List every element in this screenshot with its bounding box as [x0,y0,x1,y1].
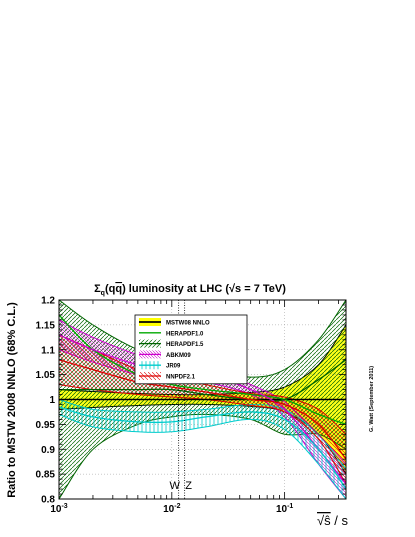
x-tick-label-2: 10-1 [276,503,293,515]
y-tick-label-5: 1.05 [36,370,56,381]
legend-label-mstw08-nnlo: MSTW08 NNLO [166,321,210,327]
y-tick-label-8: 1.2 [41,296,55,307]
band-lower-jr09 [59,413,346,499]
legend-label-herapdf1-0: HERAPDF1.0 [166,331,204,337]
series-line-nnpdf2-1 [59,359,346,460]
band-upper-nnpdf2-1 [59,334,346,435]
x-axis: 10-3 10-2 10-1 [50,300,339,515]
legend-label-herapdf1-5: HERAPDF1.5 [166,342,204,348]
y-tick-label-6: 1.1 [41,345,55,356]
series-line-herapdf1-0 [59,314,346,426]
y-axis: 0.8 0.85 0.9 0.95 1 1.05 1.1 1.15 1.2 [36,296,346,506]
y-axis-label: Ratio to MSTW 2008 NNLO (68% C.L.) [6,302,18,498]
y-tick-label-7: 1.15 [36,320,56,331]
legend-label-nnpdf2-1: NNPDF2.1 [166,375,196,381]
legend-label-jr09: JR09 [166,364,181,370]
band-abkm09 [59,319,346,499]
x-tick-label-1: 10-2 [163,503,180,515]
y-tick-label-3: 0.95 [36,420,56,431]
series-line-jr09 [59,406,346,490]
chart-title: Σq(qq) luminosity at LHC (√s = 7 TeV) [94,283,286,297]
central-curves [59,314,346,490]
x-tick-label-0: 10-3 [50,503,67,515]
y-tick-label-0: 0.8 [41,495,55,506]
series-line-herapdf1-5 [59,359,346,402]
x-axis-label: √ŝ / s [317,513,348,528]
band-nnpdf2-1 [59,334,346,485]
ref-label-z: Z [185,480,192,492]
y-tick-label-2: 0.9 [41,445,55,456]
legend: MSTW08 NNLO HERAPDF1.0 HERAPDF1.5 ABKM09 JR0… [134,314,248,385]
author-note: G. Watt (September 2011) [369,365,375,432]
y-tick-label-4: 1 [49,395,55,406]
ref-label-w: W [169,480,180,492]
legend-label-abkm09: ABKM09 [166,353,191,359]
y-tick-label-1: 0.85 [36,470,56,481]
band-jr09 [59,399,346,499]
